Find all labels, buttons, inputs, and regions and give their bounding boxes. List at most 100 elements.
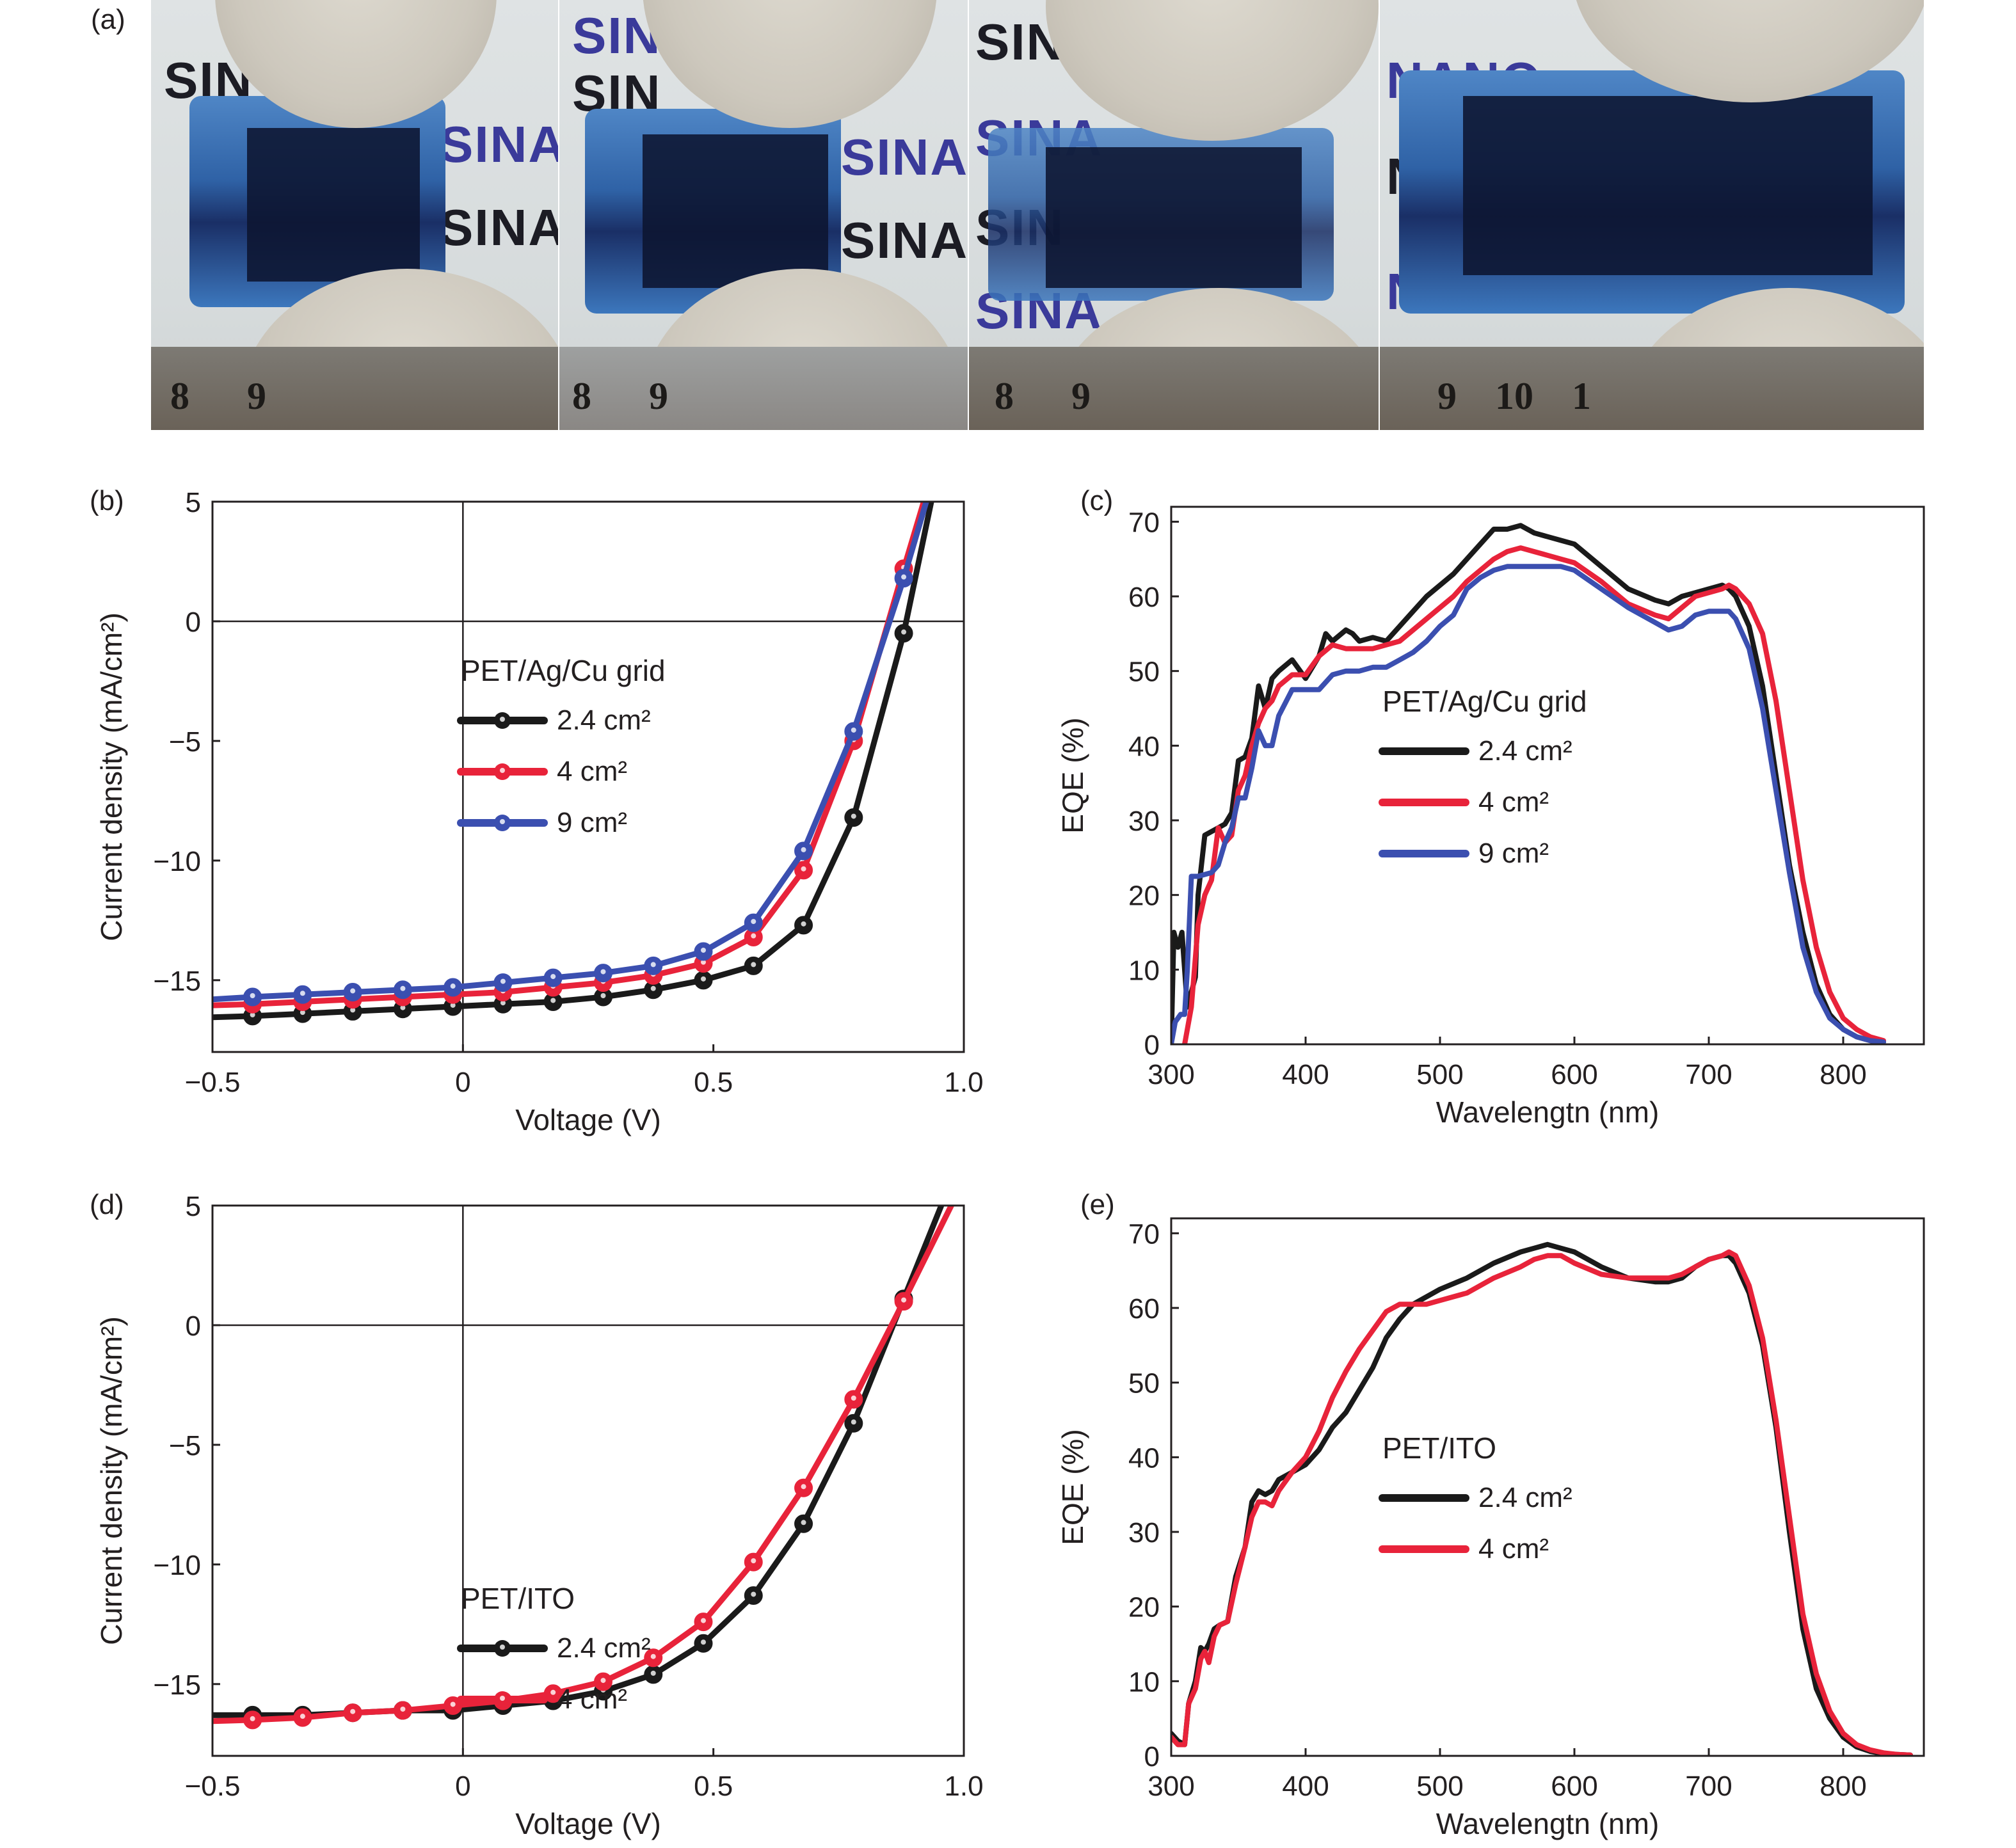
marker-highlight [300,1010,305,1016]
marker-highlight [550,1689,556,1695]
x-tick-label: −0.5 [185,1771,241,1802]
y-axis-label: Current density (mA/cm²) [95,612,128,941]
marker-highlight [650,985,656,991]
marker-highlight [801,1520,806,1525]
panel-label-d: (d) [90,1189,124,1220]
plot-frame [1170,1217,1925,1757]
chart-c-eqe-agcu: 300 400 500 600 700 800 0 10 20 30 40 50 60 70 Wavelen… [1056,506,1925,1129]
marker-highlight [250,1716,255,1721]
marker-highlight [801,1484,806,1490]
legend-label: 4 cm² [1478,1533,1549,1565]
legend-label: 2.4 cm² [1478,1482,1572,1513]
marker-highlight [500,717,505,722]
marker-highlight [500,1696,505,1701]
marker-highlight [350,1007,356,1013]
marker-highlight [701,1618,707,1623]
marker-highlight [450,984,456,989]
watermark-text: SINAN [841,212,968,269]
marker-highlight [600,993,606,998]
marker-highlight [901,1297,907,1303]
marker-highlight [500,819,505,824]
y-axis-label: EQE (%) [1056,717,1089,833]
legend-label: 4 cm² [1478,786,1549,818]
marker-highlight [701,976,707,982]
x-tick-label: 700 [1685,1771,1732,1802]
marker-highlight [701,1639,707,1645]
legend-title: PET/ITO [461,1582,575,1615]
chart-b-jv-agcu: −0.5 0 0.5 1.0 5 0 −5 −10 −15 Voltage (V) Current … [95,487,984,1136]
legend: PET/ITO 2.4 cm² 4 cm² [457,1582,651,1715]
marker-highlight [801,921,806,927]
legend: PET/Ag/Cu grid 2.4 cm² 4 cm² 9 cm² [457,654,666,838]
y-tick-label: 5 [186,1191,201,1222]
legend-title: PET/Ag/Cu grid [461,654,666,687]
marker-highlight [450,1701,456,1707]
y-tick-label: 10 [1128,955,1160,986]
marker-highlight [801,866,806,872]
series-group [212,502,934,1026]
series-line-4cm-cm2 [1182,545,1886,1044]
marker-highlight [400,1706,406,1712]
ruler: 8 9 [559,347,968,430]
y-tick-label: 0 [1144,1741,1160,1772]
x-tick-label: 600 [1551,1059,1597,1090]
legend-title: PET/ITO [1382,1431,1496,1465]
legend-label: 9 cm² [1478,838,1549,869]
marker-highlight [500,1645,505,1650]
plot-frame [211,500,965,1053]
marker-highlight [701,947,707,953]
marker-highlight [400,1005,406,1010]
legend-label: 9 cm² [557,807,627,838]
marker-highlight [650,1653,656,1659]
y-tick-label: 60 [1128,582,1160,613]
chart-d-jv-ito: −0.5 0 0.5 1.0 5 0 −5 −10 −15 Voltage (V) Current … [95,1191,984,1840]
x-tick-label: 800 [1820,1771,1866,1802]
marker-highlight [751,1558,756,1564]
marker-highlight [500,978,506,984]
y-tick-label: 50 [1128,657,1160,688]
watermark-text: SINAN [841,129,968,186]
marker-highlight [600,969,606,975]
x-tick-label: 400 [1282,1059,1329,1090]
x-axis-label: Voltage (V) [515,1103,661,1136]
y-tick-label: 0 [186,607,201,638]
marker-highlight [550,998,556,1003]
marker-highlight [600,1678,606,1684]
y-tick-label: 20 [1128,1592,1160,1623]
y-tick-label: 70 [1128,1218,1160,1250]
ruler: 8 9 [151,347,558,430]
marker-highlight [701,959,707,965]
legend-label: 4 cm² [557,756,627,787]
x-axis-label: Wavelengtn (nm) [1436,1807,1660,1840]
x-axis-label: Wavelengtn (nm) [1436,1095,1660,1129]
marker-highlight [851,1395,856,1401]
y-tick-label: −15 [153,966,201,997]
series-line-9cm-cm2 [212,502,929,1003]
marker-highlight [851,727,856,733]
panel-label-b: (b) [90,485,124,516]
series-group [212,1206,954,1730]
legend-title: PET/Ag/Cu grid [1382,685,1587,718]
x-tick-label: 0.5 [694,1771,733,1802]
y-tick-label: 40 [1128,731,1160,762]
x-tick-label: 500 [1416,1771,1463,1802]
y-axis-label: Current density (mA/cm²) [95,1316,128,1645]
series-group [1171,1241,1913,1756]
marker-highlight [650,1670,656,1676]
photo-sample-3: SINA SINA SIN SINA 8 9 [969,0,1379,430]
photo-strip: SIN SINA SINA 8 9 SINA SIN SINAN SINAN 8… [151,0,1943,430]
marker-highlight [851,813,856,819]
series-line-2.4cm-cm2 [1171,523,1886,1044]
photo-sample-4: NANO NA NANO NO 9 10 1 [1380,0,1924,430]
x-tick-label: 800 [1820,1059,1866,1090]
photo-sample-2: SINA SIN SINAN SINAN 8 9 [559,0,968,430]
series-line-4cm-cm2 [212,1206,954,1725]
marker-highlight [450,1002,456,1008]
chart-e-eqe-ito: 300 400 500 600 700 800 0 10 20 30 40 50 60 70 Wavelen… [1056,1217,1925,1840]
marker-highlight [901,629,907,635]
marker-highlight [500,1000,506,1006]
ruler: 8 9 [969,347,1379,430]
legend: PET/ITO 2.4 cm² 4 cm² [1379,1431,1572,1565]
legend-label: 2.4 cm² [1478,735,1572,767]
photo-sample-1: SIN SINA SINA 8 9 [151,0,558,430]
